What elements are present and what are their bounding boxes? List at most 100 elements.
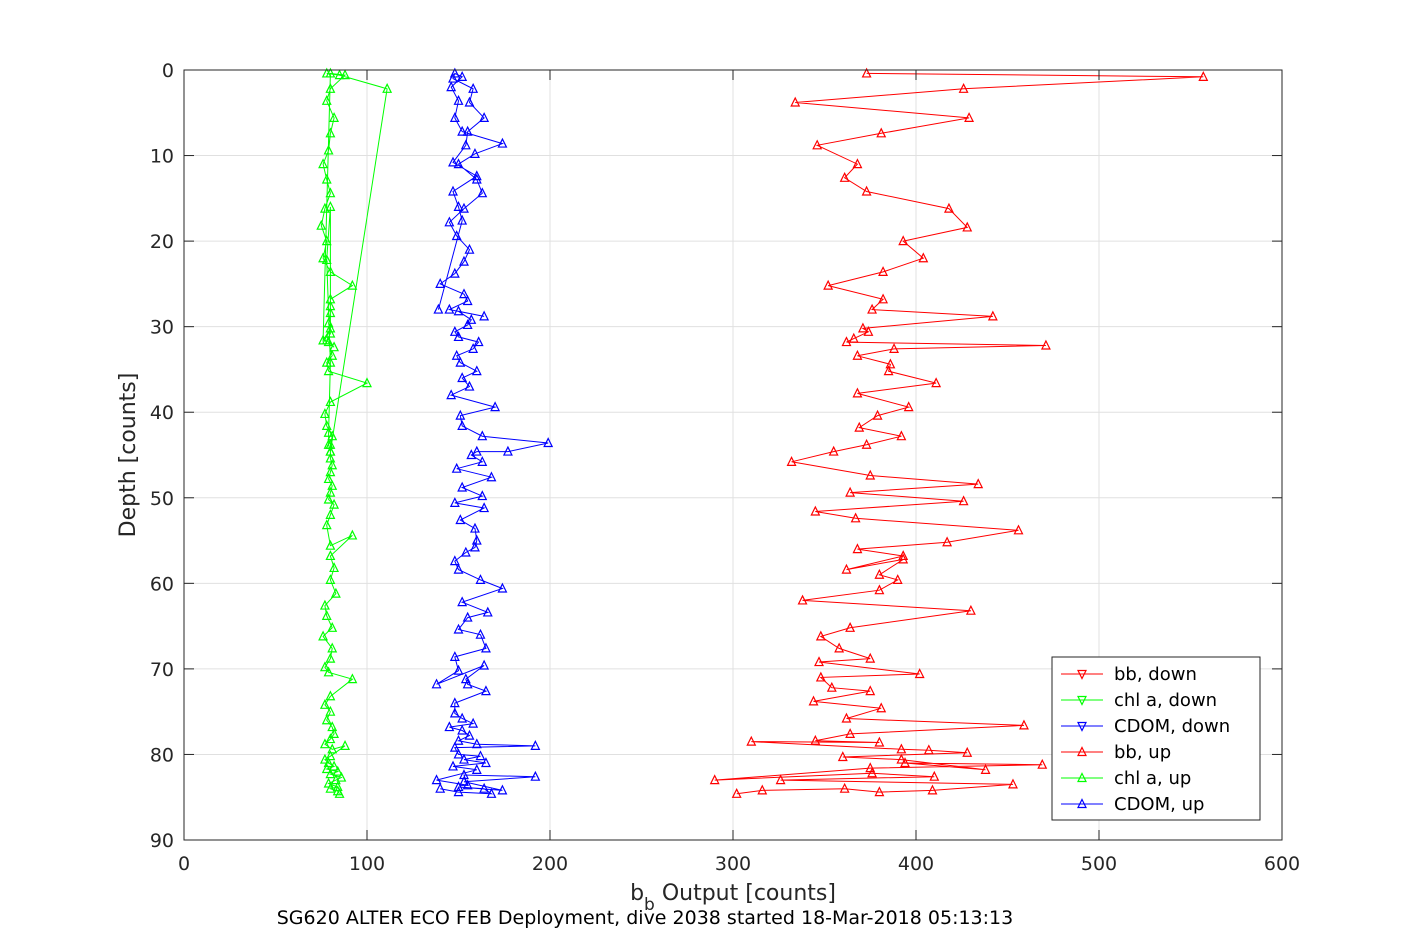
data-point [885,358,896,369]
x-tick-label: 500 [1081,853,1117,875]
data-point [325,356,336,367]
data-point [865,652,876,663]
y-tick-label: 90 [150,830,174,852]
data-point [896,430,907,441]
data-point [878,266,889,277]
data-point [431,774,442,785]
data-point [323,426,334,437]
data-point [453,305,464,316]
data-point [323,144,334,155]
data-point [874,568,885,579]
data-point [848,332,859,343]
data-point [325,750,336,761]
data-point [464,729,475,740]
data-point [841,563,852,574]
data-point [329,728,340,739]
data-point [433,303,444,314]
data-point [475,750,486,761]
ticks: 0 100 200 300 400 500 600 0 10 20 30 40 50 60 70 80 90 [150,60,1300,875]
data-point [319,408,330,419]
data-point [896,743,907,754]
data-point [459,775,469,786]
legend-marker [1077,798,1087,809]
data-point [497,137,508,148]
data-point [973,478,984,489]
y-tick-label: 80 [150,744,174,766]
series-line [436,72,549,795]
data-point [1008,778,1018,789]
data-point [321,714,332,725]
data-point [457,596,468,607]
data-point [435,782,446,793]
data-point [746,735,757,746]
grid [184,70,1282,840]
data-point [451,230,462,241]
data-point [444,216,455,227]
data-point [464,380,475,391]
data-point [943,202,954,213]
data-point [464,243,475,254]
data-point [444,721,455,732]
data-point [321,67,332,78]
data-point [852,543,863,554]
data-point [852,387,863,398]
data-point [469,148,480,158]
data-point [962,221,973,232]
data-point [490,401,501,412]
data-point [325,574,336,585]
data-point [325,705,336,716]
data-point [883,365,894,376]
data-point [865,685,876,696]
data-point [449,325,460,336]
series-4 [316,67,393,798]
data-point [464,96,475,107]
data-point [451,349,462,360]
data-point [323,493,334,504]
data-point [468,343,479,354]
data-point [453,786,464,797]
data-point [325,690,336,701]
legend-marker [1077,721,1087,732]
data-point [321,610,332,620]
data-point [469,522,480,533]
data-point [852,158,863,169]
data-point [808,695,819,706]
data-point [457,71,468,81]
data-point [462,779,473,790]
legend-box [1051,656,1261,821]
data-point [867,303,878,314]
data-point [845,486,856,497]
data-point [874,736,885,747]
data-point [865,469,876,480]
data-point [477,456,488,466]
data-point [325,652,336,663]
series-3 [709,67,1209,798]
caption: SG620 ALTER ECO FEB Deployment, dive 203… [277,907,1013,929]
x-tick-label: 200 [532,853,568,875]
x-tick-label: 600 [1264,853,1300,875]
data-point [497,784,508,795]
data-point [497,582,508,593]
data-point [327,479,338,490]
data-point [325,127,336,138]
data-point [325,782,336,793]
data-point [980,764,991,774]
data-point [479,310,490,321]
data-point [468,82,479,93]
data-point [1013,524,1024,535]
legend-entry: bb, down [1061,664,1197,685]
data-point [471,365,482,376]
data-point [453,94,464,105]
data-point [854,421,865,432]
data-point [327,349,338,360]
data-point [323,438,334,449]
data-point [896,753,907,764]
data-point [790,96,801,107]
data-point [462,319,473,330]
data-point [316,219,327,230]
data-point [325,486,336,497]
data-point [448,72,458,83]
data-point [453,623,464,634]
data-point [323,365,334,376]
y-tick-label: 40 [150,402,174,424]
